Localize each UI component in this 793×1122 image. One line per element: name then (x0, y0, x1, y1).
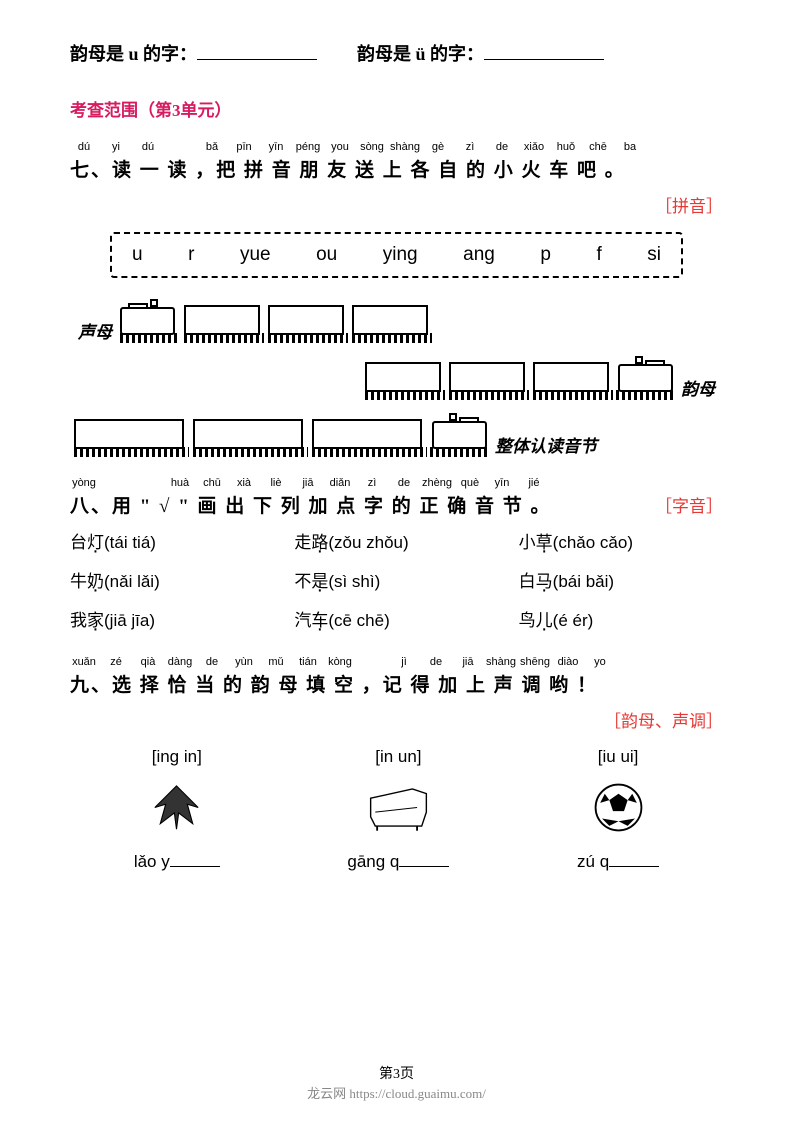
q7-tag: ［拼音］ (70, 192, 723, 217)
syllable-box: u r yue ou ying ang p f si (110, 232, 683, 278)
page-number: 第3页 (0, 1063, 793, 1083)
syllable-item: f (596, 244, 601, 266)
fill-item-v: 韵母是 ü 的字： (357, 40, 604, 66)
q8-items-grid: 台灯(tái tiá) 走路(zǒu zhǒu) 小草(chǎo cǎo) 牛奶(nǎ… (70, 528, 723, 631)
q9-bracket: [ing in] (134, 747, 220, 767)
fill-blanks-row: 韵母是 u 的字： 韵母是 ü 的字： (70, 40, 723, 66)
train-car[interactable] (365, 358, 445, 400)
q9-item-3: [iu ui] zú q (577, 747, 659, 872)
page-footer: 第3页 龙云网 https://cloud.guaimu.com/ (0, 1063, 793, 1102)
fill-label: 韵母是 ü 的字： (357, 40, 484, 66)
train-car[interactable] (533, 358, 613, 400)
q8-pinyin: yònghuàchūxiàlièjiādiǎnzìdezhèngquèyīnji… (70, 477, 723, 489)
fill-label: 韵母是 u 的字： (70, 40, 197, 66)
train-car[interactable] (268, 301, 348, 343)
q9-fill: gāng q (347, 849, 449, 872)
q9-row: [ing in] lǎo y [in un] gāng q [iu ui] zú… (70, 747, 723, 872)
q9-header: xuǎnzéqiàdàngdeyùnmǔtiánkòngjìdejiāshàng… (70, 656, 723, 697)
syllable-item: ou (316, 244, 337, 266)
q9-bracket: [iu ui] (577, 747, 659, 767)
q9-fill: lǎo y (134, 849, 220, 872)
q7-pinyin: dúyidúbǎpīnyīnpéngyousòngshànggèzìdexiǎo… (70, 141, 723, 153)
blank-line[interactable] (197, 42, 317, 60)
q8-header: yònghuàchūxiàlièjiādiǎnzìdezhèngquèyīnji… (70, 477, 723, 518)
train-car[interactable] (74, 415, 189, 457)
train-car[interactable] (352, 301, 432, 343)
syllable-item: yue (240, 244, 271, 266)
scope-header: 考查范围（第3单元） (70, 96, 723, 121)
blank-line[interactable] (609, 849, 659, 867)
blank-line[interactable] (399, 849, 449, 867)
q8-item: 走路(zǒu zhǒu) (294, 528, 498, 553)
q8-item: 不是(sì shì) (294, 567, 498, 592)
q8-hanzi: 八、用 " √ " 画 出 下 列 加 点 字 的 正 确 音 节 。 (70, 491, 552, 518)
yunmu-label: 韵母 (681, 375, 715, 400)
syllable-item: p (540, 244, 551, 266)
syllable-item: r (188, 244, 194, 266)
zhengti-label: 整体认读音节 (495, 432, 597, 457)
train-section: 声母 韵母 整体认读音节 (70, 298, 723, 457)
syllable-item: ang (463, 244, 495, 266)
train-car[interactable] (184, 301, 264, 343)
blank-line[interactable] (170, 849, 220, 867)
q8-item: 小草(chǎo cǎo) (519, 528, 723, 553)
locomotive-icon (120, 298, 180, 343)
eagle-icon (142, 777, 212, 837)
train-car[interactable] (193, 415, 308, 457)
shengmu-label: 声母 (78, 318, 112, 343)
q9-fill: zú q (577, 849, 659, 872)
q9-pinyin: xuǎnzéqiàdàngdeyùnmǔtiánkòngjìdejiāshàng… (70, 656, 723, 668)
fill-prefix: gāng q (347, 852, 399, 872)
train-zhengti: 整体认读音节 (70, 412, 723, 457)
syllable-item: si (647, 244, 661, 266)
train-yunmu: 韵母 (70, 355, 723, 400)
train-shengmu: 声母 (70, 298, 723, 343)
q8-item: 白马(bái bǎi) (519, 567, 723, 592)
q9-tag: ［韵母、声调］ (70, 707, 723, 732)
q8-item: 台灯(tái tiá) (70, 528, 274, 553)
piano-icon (363, 777, 433, 837)
locomotive-icon (613, 355, 673, 400)
q7-hanzi: 七、读 一 读 ，把 拼 音 朋 友 送 上 各 自 的 小 火 车 吧 。 (70, 155, 723, 182)
q9-item-2: [in un] gāng q (347, 747, 449, 872)
q8-item: 牛奶(nǎi lǎi) (70, 567, 274, 592)
q7-header: dúyidúbǎpīnyīnpéngyousòngshànggèzìdexiǎo… (70, 141, 723, 182)
q8-item: 鸟儿(é ér) (519, 606, 723, 631)
fill-prefix: zú q (577, 852, 609, 872)
q8-item: 我家(jiā jīa) (70, 606, 274, 631)
football-icon (583, 777, 653, 837)
q8-item: 汽车(cē chē) (294, 606, 498, 631)
locomotive-icon (427, 412, 487, 457)
syllable-item: ying (383, 244, 418, 266)
footer-url: 龙云网 https://cloud.guaimu.com/ (0, 1083, 793, 1102)
fill-prefix: lǎo y (134, 852, 170, 872)
q8-tag: ［字音］ (655, 492, 723, 517)
q9-hanzi: 九、选 择 恰 当 的 韵 母 填 空 ，记 得 加 上 声 调 哟 ！ (70, 670, 723, 697)
train-car[interactable] (312, 415, 427, 457)
q9-item-1: [ing in] lǎo y (134, 747, 220, 872)
train-car[interactable] (449, 358, 529, 400)
q9-bracket: [in un] (347, 747, 449, 767)
blank-line[interactable] (484, 42, 604, 60)
syllable-item: u (132, 244, 143, 266)
fill-item-u: 韵母是 u 的字： (70, 40, 317, 66)
